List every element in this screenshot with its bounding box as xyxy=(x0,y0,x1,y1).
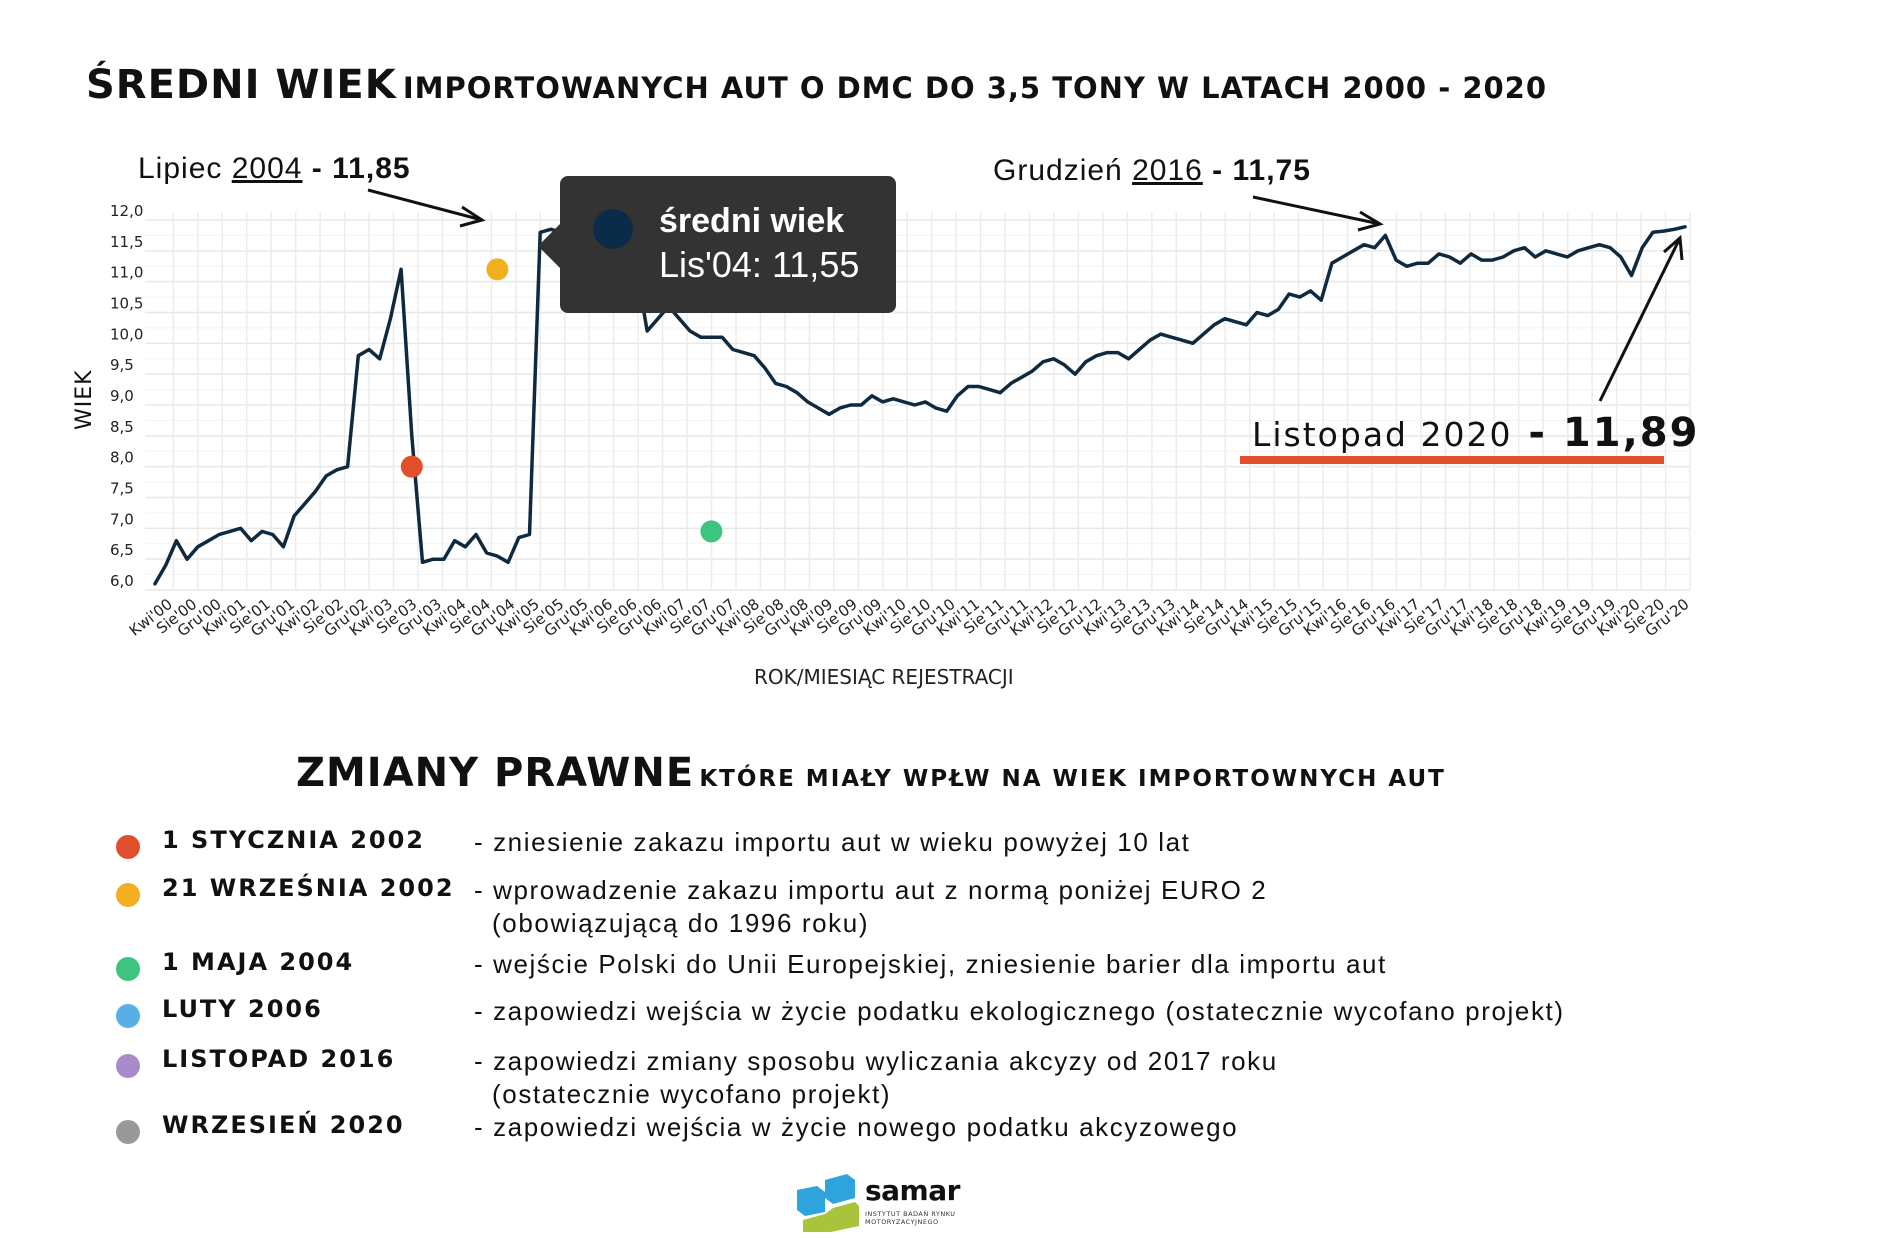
series-line-sredni-wiek[interactable] xyxy=(153,225,1687,586)
legal-changes-title-bold: ZMIANY PRAWNE xyxy=(296,750,695,796)
y-tick-label: 12,0 xyxy=(110,202,143,220)
highlight-underline xyxy=(1240,456,1664,464)
desc-line-1: - zniesienie zakazu importu aut w wieku … xyxy=(474,827,1191,857)
logo-wordmark: samar xyxy=(865,1174,960,1207)
event-dot-icon xyxy=(116,883,140,907)
y-tick-label: 8,5 xyxy=(110,418,134,436)
chart-grid xyxy=(145,212,1691,591)
event-markers xyxy=(400,258,723,543)
desc-line-1: - zapowiedzi zmiany sposobu wyliczania a… xyxy=(474,1046,1278,1076)
desc-line-1: - wprowadzenie zakazu importu aut z norm… xyxy=(474,875,1268,905)
event-dot-icon xyxy=(116,1054,140,1078)
event-marker-dot-icon[interactable] xyxy=(486,258,509,281)
annotation-value: 11,85 xyxy=(332,152,411,185)
annotation-month: Listopad 2020 xyxy=(1252,415,1513,454)
event-date: 1 STYCZNIA 2002 xyxy=(162,826,425,854)
desc-line-1: - zapowiedzi wejścia w życie podatku eko… xyxy=(474,996,1565,1026)
annotation-latest-2020: Listopad 2020 - 11,89 xyxy=(1252,410,1699,456)
chart-title-bold: ŚREDNI WIEK xyxy=(86,62,397,108)
chart-tooltip: średni wiek Lis'04: 11,55 xyxy=(538,176,896,313)
tooltip-value: Lis'04: 11,55 xyxy=(659,244,860,285)
y-tick-label: 7,5 xyxy=(110,480,134,498)
annotation-peak-2004: Lipiec 2004 - 11,85 xyxy=(138,152,411,186)
annotation-year: 2004 xyxy=(231,152,303,185)
event-date: WRZESIEŃ 2020 xyxy=(162,1111,405,1139)
x-axis-ticks: Kwi'00Sie'00Gru'00Kwi'01Sie'01Gru'01Kwi'… xyxy=(126,595,1693,640)
y-axis-label: WIEK xyxy=(72,369,97,430)
event-marker-dot-icon[interactable] xyxy=(400,455,423,478)
annotation-month: Lipiec xyxy=(138,152,232,185)
desc-line-2: (ostatecznie wycofano projekt) xyxy=(492,1079,892,1109)
annotation-dash: - xyxy=(1512,410,1563,456)
legal-changes-title: ZMIANY PRAWNE KTÓRE MIAŁY WPŁW NA WIEK I… xyxy=(296,750,1446,796)
line-chart: 6,0 6,5 7,0 7,5 8,0 8,5 9,0 9,5 10,0 10,5 11,0 11,5… xyxy=(110,188,1693,640)
annotation-dash: - xyxy=(302,152,333,185)
y-tick-label: 6,0 xyxy=(110,572,134,590)
event-description: - wejście Polski do Unii Europejskiej, z… xyxy=(474,948,1387,981)
y-tick-label: 10,5 xyxy=(110,295,143,313)
event-dot-icon xyxy=(116,1120,140,1144)
arrow-icon-2004 xyxy=(367,188,486,228)
chart-title: ŚREDNI WIEK IMPORTOWANYCH AUT O DMC DO 3… xyxy=(86,62,1547,108)
annotation-peak-2016: Grudzień 2016 - 11,75 xyxy=(993,154,1311,188)
y-tick-label: 8,0 xyxy=(110,449,134,467)
tooltip-series-name: średni wiek xyxy=(659,202,845,240)
y-tick-label: 10,0 xyxy=(110,325,143,343)
x-axis-label: ROK/MIESIĄC REJESTRACJI xyxy=(754,665,1014,689)
event-dot-icon xyxy=(116,957,140,981)
event-marker-dot-icon[interactable] xyxy=(700,520,723,543)
desc-line-1: - zapowiedzi wejścia w życie nowego poda… xyxy=(474,1112,1239,1142)
y-tick-label: 6,5 xyxy=(110,541,134,559)
event-date: LUTY 2006 xyxy=(162,995,323,1023)
annotation-value: 11,89 xyxy=(1562,410,1700,456)
event-date: 1 MAJA 2004 xyxy=(162,948,355,976)
series-color-dot-icon xyxy=(593,209,633,249)
y-tick-label: 9,0 xyxy=(110,387,134,405)
event-dot-icon xyxy=(116,1004,140,1028)
event-description: - zapowiedzi wejścia w życie podatku eko… xyxy=(474,995,1565,1028)
y-axis-ticks: 6,0 6,5 7,0 7,5 8,0 8,5 9,0 9,5 10,0 10,5 11,0 11,5… xyxy=(110,202,143,590)
desc-line-1: - wejście Polski do Unii Europejskiej, z… xyxy=(474,949,1387,979)
y-tick-label: 11,0 xyxy=(110,264,143,282)
logo-subtitle-line-2: MOTORYZACYJNEGO xyxy=(865,1218,939,1226)
y-tick-label: 11,5 xyxy=(110,233,143,251)
logo-subtitle: INSTYTUT BADAŃ RYNKU MOTORYZACYJNEGO xyxy=(865,1210,956,1226)
annotation-month: Grudzień xyxy=(993,154,1133,187)
event-dot-icon xyxy=(116,835,140,859)
event-description: - zapowiedzi wejścia w życie nowego poda… xyxy=(474,1111,1238,1144)
y-tick-label: 7,0 xyxy=(110,510,134,528)
samar-logo-icon xyxy=(797,1174,859,1232)
event-description: - zniesienie zakazu importu aut w wieku … xyxy=(474,826,1190,859)
chart-title-rest: IMPORTOWANYCH AUT O DMC DO 3,5 TONY W LA… xyxy=(402,71,1548,105)
samar-logo: samar INSTYTUT BADAŃ RYNKU MOTORYZACYJNE… xyxy=(795,1172,975,1232)
annotation-year: 2016 xyxy=(1132,154,1203,187)
legal-changes-title-rest: KTÓRE MIAŁY WPŁW NA WIEK IMPORTOWNYCH AU… xyxy=(699,766,1446,792)
annotation-dash: - xyxy=(1202,154,1233,187)
arrow-icon-2016 xyxy=(1252,195,1384,232)
desc-line-2: (obowiązującą do 1996 roku) xyxy=(492,908,870,938)
event-date: 21 WRZEŚNIA 2002 xyxy=(162,874,455,902)
arrow-icon-2020 xyxy=(1598,234,1684,402)
event-description: - wprowadzenie zakazu importu aut z norm… xyxy=(474,874,1267,940)
annotation-value: 11,75 xyxy=(1232,154,1311,187)
logo-subtitle-line-1: INSTYTUT BADAŃ RYNKU xyxy=(865,1210,956,1218)
event-date: LISTOPAD 2016 xyxy=(162,1045,396,1073)
y-tick-label: 9,5 xyxy=(110,356,134,374)
event-description: - zapowiedzi zmiany sposobu wyliczania a… xyxy=(474,1045,1278,1111)
